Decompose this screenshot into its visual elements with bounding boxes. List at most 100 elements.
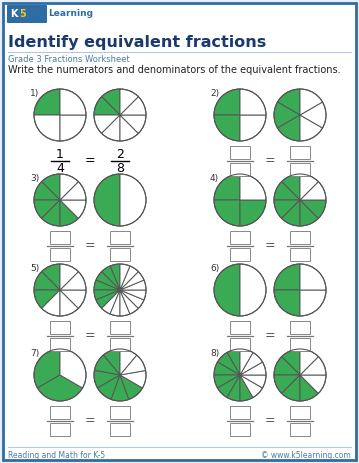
Text: =: = <box>85 414 95 427</box>
Wedge shape <box>218 352 240 375</box>
Wedge shape <box>240 264 266 316</box>
Wedge shape <box>120 355 146 375</box>
Bar <box>290 163 310 176</box>
Wedge shape <box>60 290 86 308</box>
Wedge shape <box>34 290 60 308</box>
Wedge shape <box>94 370 120 388</box>
Wedge shape <box>218 375 240 398</box>
Wedge shape <box>240 200 266 226</box>
Wedge shape <box>274 357 300 375</box>
Wedge shape <box>42 290 60 316</box>
Wedge shape <box>240 352 262 375</box>
Text: 2): 2) <box>210 89 219 98</box>
Bar <box>290 406 310 419</box>
Bar <box>110 321 130 334</box>
Wedge shape <box>120 89 138 115</box>
Bar <box>290 321 310 334</box>
Bar <box>50 338 70 351</box>
Text: 1): 1) <box>30 89 39 98</box>
Text: Grade 3 Fractions Worksheet: Grade 3 Fractions Worksheet <box>8 55 130 64</box>
Text: 8: 8 <box>116 162 124 175</box>
Wedge shape <box>94 97 120 115</box>
Wedge shape <box>34 349 60 388</box>
Wedge shape <box>240 115 266 141</box>
Wedge shape <box>120 280 146 290</box>
Wedge shape <box>102 266 120 290</box>
Wedge shape <box>120 349 137 375</box>
Wedge shape <box>120 266 138 290</box>
Wedge shape <box>60 200 78 226</box>
Bar <box>50 321 70 334</box>
Wedge shape <box>214 200 240 226</box>
Wedge shape <box>102 89 120 115</box>
Wedge shape <box>42 200 60 226</box>
Wedge shape <box>120 97 146 115</box>
Wedge shape <box>281 174 300 200</box>
Wedge shape <box>120 115 146 133</box>
Text: 2: 2 <box>116 148 124 161</box>
Bar <box>110 248 130 261</box>
Wedge shape <box>111 375 129 401</box>
FancyBboxPatch shape <box>7 5 47 23</box>
Text: =: = <box>85 330 95 343</box>
Wedge shape <box>120 115 138 141</box>
Wedge shape <box>240 174 266 200</box>
Bar <box>290 146 310 159</box>
Bar <box>110 338 130 351</box>
Wedge shape <box>120 290 138 314</box>
Wedge shape <box>120 264 130 290</box>
Wedge shape <box>274 102 300 128</box>
Bar <box>50 406 70 419</box>
Bar <box>230 231 250 244</box>
Bar <box>230 248 250 261</box>
Wedge shape <box>60 349 86 388</box>
Text: =: = <box>265 414 275 427</box>
Wedge shape <box>274 264 300 290</box>
Text: 7): 7) <box>30 349 39 358</box>
Bar <box>110 406 130 419</box>
Wedge shape <box>60 272 86 290</box>
Wedge shape <box>300 264 326 290</box>
Wedge shape <box>278 89 300 115</box>
Wedge shape <box>300 375 318 401</box>
Text: =: = <box>265 155 275 168</box>
Bar <box>290 338 310 351</box>
Wedge shape <box>34 200 60 219</box>
Wedge shape <box>120 174 146 226</box>
Wedge shape <box>300 174 318 200</box>
Wedge shape <box>214 115 240 141</box>
Text: =: = <box>265 239 275 252</box>
Wedge shape <box>281 375 300 401</box>
Wedge shape <box>102 115 120 141</box>
Wedge shape <box>34 115 60 141</box>
Wedge shape <box>274 375 300 394</box>
Wedge shape <box>120 290 146 300</box>
Bar <box>230 406 250 419</box>
Bar <box>230 321 250 334</box>
Wedge shape <box>120 370 146 388</box>
Wedge shape <box>110 290 120 316</box>
Wedge shape <box>94 290 120 300</box>
FancyBboxPatch shape <box>3 3 356 460</box>
Text: 6): 6) <box>210 264 219 273</box>
Text: 4: 4 <box>56 162 64 175</box>
Bar <box>290 423 310 436</box>
Text: Learning: Learning <box>48 10 93 19</box>
Wedge shape <box>214 264 240 316</box>
Wedge shape <box>34 272 60 290</box>
Wedge shape <box>281 200 300 226</box>
Wedge shape <box>274 181 300 200</box>
Wedge shape <box>60 200 86 219</box>
Wedge shape <box>120 272 144 290</box>
Wedge shape <box>120 290 144 308</box>
Bar <box>110 423 130 436</box>
Wedge shape <box>60 181 86 200</box>
Wedge shape <box>37 375 83 401</box>
Wedge shape <box>300 349 318 375</box>
Wedge shape <box>240 375 253 401</box>
Wedge shape <box>94 174 120 226</box>
Wedge shape <box>227 375 240 401</box>
Wedge shape <box>300 102 326 128</box>
Wedge shape <box>300 290 326 316</box>
Wedge shape <box>98 375 120 400</box>
